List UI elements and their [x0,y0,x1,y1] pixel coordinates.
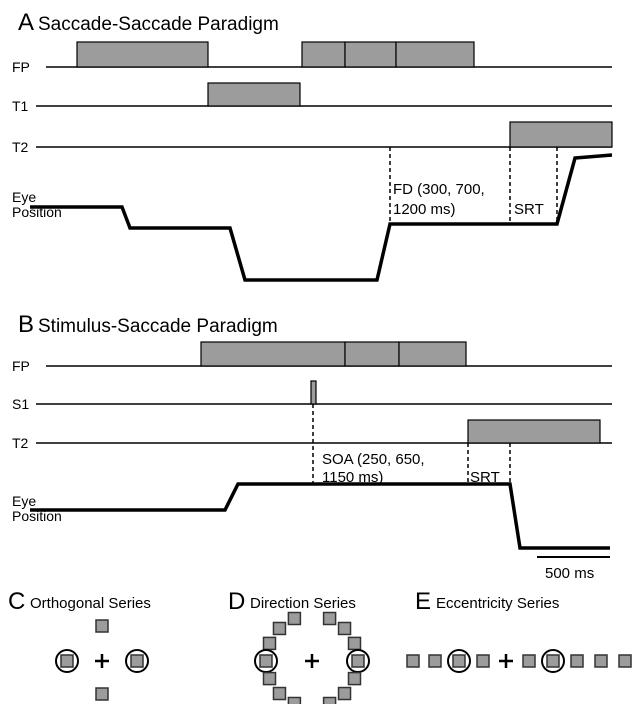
panel-letter: B [18,311,34,338]
stimulus-box [395,41,475,68]
row-label: Eye [12,189,36,205]
stimulus-box [76,41,209,68]
panel-title: Saccade-Saccade Paradigm [38,14,279,35]
target-square [130,654,144,668]
row-label: T2 [12,139,29,155]
target-square [337,621,352,636]
target-circle [55,649,79,673]
stimulus-box [200,341,346,367]
panel-letter: D [228,588,245,615]
annotation: 1150 ms) [322,469,383,486]
annotation: SOA (250, 650, [322,451,425,468]
target-square [262,671,277,686]
target-square [322,611,337,626]
target-square [594,654,608,668]
row-label: S1 [12,396,29,412]
eye-trace [30,482,610,550]
stimulus-box [344,41,397,68]
target-square [406,654,420,668]
panel-title: Eccentricity Series [436,595,559,612]
target-square [272,621,287,636]
annotation: FD (300, 700, [393,181,485,198]
target-square [522,654,536,668]
stimulus-box [398,341,467,367]
annotation: SRT [470,469,500,486]
target-square [287,611,302,626]
target-square [262,636,277,651]
stimulus-box [509,121,613,148]
stimulus-box [467,419,601,444]
row-label: Eye [12,493,36,509]
eye-trace [30,153,613,282]
row-label: FP [12,59,30,75]
row-label: FP [12,358,30,374]
target-square [351,654,365,668]
stimulus-box [301,41,346,68]
annotation: 1200 ms) [393,201,456,218]
target-square [272,686,287,701]
target-square [95,687,109,701]
target-square [428,654,442,668]
stimulus-box [310,380,317,405]
target-square [322,696,337,704]
target-square [570,654,584,668]
target-square [337,686,352,701]
row-label: T2 [12,435,29,451]
target-layouts [55,611,632,704]
target-square [60,654,74,668]
target-square [452,654,466,668]
stimulus-box [344,341,400,367]
target-square [95,619,109,633]
panel-title: Orthogonal Series [30,595,151,612]
panel-letter: A [18,9,34,36]
panel-letter: E [415,588,431,615]
row-label: Position [12,508,62,524]
target-square [476,654,490,668]
panel-title: Direction Series [250,595,356,612]
scale-label: 500 ms [545,565,594,582]
panel-title: Stimulus-Saccade Paradigm [38,316,278,337]
panel-letter: C [8,588,25,615]
target-square [287,696,302,704]
target-square [347,671,362,686]
target-square [347,636,362,651]
stimulus-box [207,82,301,107]
target-square [546,654,560,668]
target-circle [447,649,471,673]
target-square [618,654,632,668]
target-circle [541,649,565,673]
row-label: T1 [12,98,29,114]
target-square [259,654,273,668]
target-circle [125,649,149,673]
annotation: SRT [514,201,544,218]
